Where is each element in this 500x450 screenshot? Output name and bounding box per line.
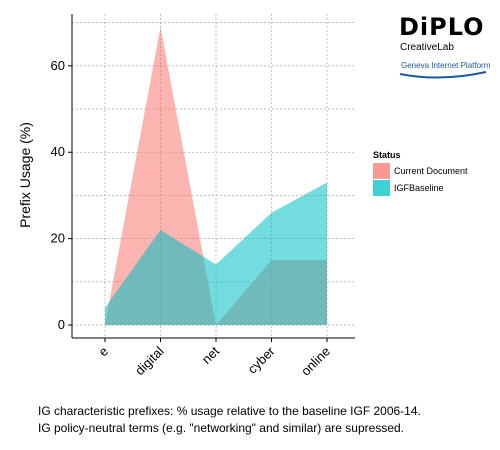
axis-layer bbox=[68, 14, 355, 342]
legend-key-igf-baseline bbox=[373, 180, 390, 196]
y-tick-label: 0 bbox=[58, 317, 65, 332]
legend-label-igf-baseline: IGFBaseline bbox=[394, 183, 444, 193]
y-tick-label: 60 bbox=[51, 58, 65, 73]
x-tick-label: digital bbox=[132, 343, 167, 378]
area-series-layer bbox=[105, 26, 327, 326]
y-tick-label: 20 bbox=[51, 231, 65, 246]
legend-key-current-document bbox=[373, 163, 390, 179]
logo-subtitle: CreativeLab bbox=[400, 42, 454, 53]
area-igf-baseline bbox=[105, 182, 327, 326]
logo-platform: Geneva Internet Platform bbox=[401, 61, 491, 70]
x-tick-label: online bbox=[298, 344, 333, 379]
legend-label-current-document: Current Document bbox=[394, 166, 468, 176]
chart-area: 0 20 40 60 e digital net cyber online Prefix Usa… bbox=[17, 13, 491, 379]
legend: Status Current Document IGFBaseline bbox=[373, 150, 468, 196]
y-tick-label: 40 bbox=[51, 144, 65, 159]
diplo-logo: DiPLO CreativeLab Geneva Internet Platfo… bbox=[399, 13, 491, 79]
y-axis-label: Prefix Usage (%) bbox=[17, 122, 33, 228]
prefix-usage-chart: 0 20 40 60 e digital net cyber online Prefix Usa… bbox=[17, 13, 491, 379]
caption-line-1: IG characteristic prefixes: % usage rela… bbox=[38, 404, 421, 418]
caption-line-2: IG policy-neutral terms (e.g. "networkin… bbox=[38, 421, 404, 435]
logo-brand: DiPLO bbox=[399, 13, 485, 41]
x-tick-label: e bbox=[95, 344, 111, 360]
legend-title: Status bbox=[373, 150, 401, 160]
logo-swoosh-icon bbox=[399, 71, 487, 79]
x-tick-label: net bbox=[199, 343, 223, 367]
x-tick-label: cyber bbox=[245, 343, 279, 377]
